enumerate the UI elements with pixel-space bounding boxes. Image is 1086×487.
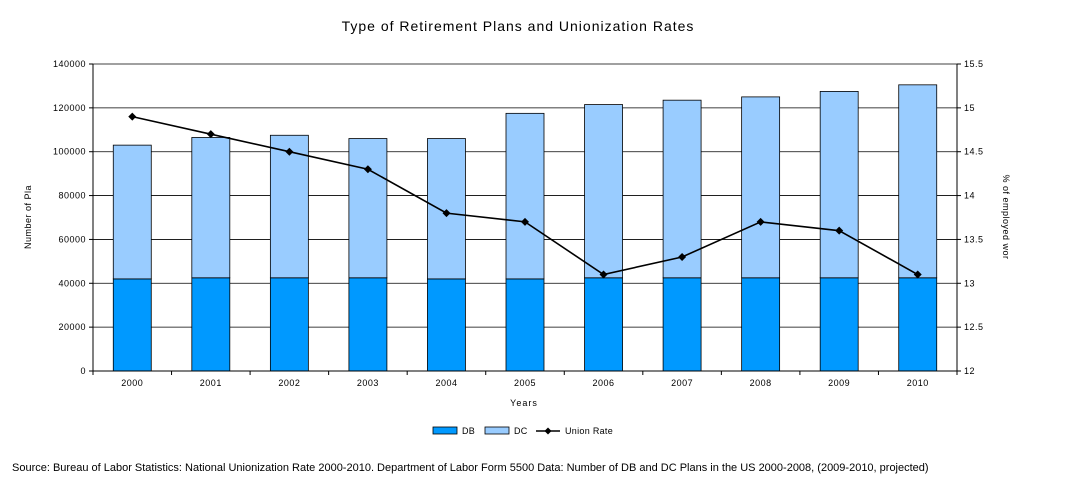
y2-tick-label: 15 <box>964 103 975 113</box>
axes: 0 20000 40000 60000 80000 100000 120000 140000 1… <box>53 59 984 388</box>
y2-tick-label: 12 <box>964 366 975 376</box>
x-tick-label: 2007 <box>671 378 693 388</box>
bar-dc <box>505 112 545 280</box>
legend-label-db: DB <box>462 426 475 436</box>
union-rate-marker <box>206 130 215 139</box>
chart-title: Type of Retirement Plans and Unionizatio… <box>342 18 695 34</box>
y-tick-label: 120000 <box>53 103 86 113</box>
y2-tick-label: 14 <box>964 191 975 201</box>
bar-db <box>819 277 859 372</box>
bar-dc <box>269 134 309 279</box>
y2-tick-label: 13 <box>964 278 975 288</box>
y2-tick-label: 12.5 <box>964 322 984 332</box>
y-tick-label: 140000 <box>53 59 86 69</box>
y2-tick-label: 15.5 <box>964 59 984 69</box>
union-rate-line <box>128 112 922 279</box>
legend: DB DC Union Rate <box>432 426 613 436</box>
bar-dc <box>348 138 388 279</box>
x-tick-label: 2003 <box>357 378 379 388</box>
y2-tick-label: 14.5 <box>964 147 984 157</box>
union-rate-marker <box>678 252 687 261</box>
union-rate-marker <box>835 226 844 235</box>
x-tick-label: 2002 <box>278 378 300 388</box>
bar-dc <box>741 96 781 279</box>
x-axis-label: Years <box>510 398 538 408</box>
legend-swatch-dc <box>484 426 510 435</box>
bar-dc <box>427 138 466 280</box>
union-rate-marker <box>913 270 922 279</box>
bar-db <box>898 277 938 372</box>
y-tick-label: 40000 <box>58 278 86 288</box>
bar-db <box>348 277 388 372</box>
x-tick-label: 2005 <box>514 378 536 388</box>
union-rate-marker <box>285 147 294 156</box>
x-tick-label: 2001 <box>200 378 222 388</box>
bar-dc <box>898 84 938 279</box>
bar-dc <box>191 137 231 279</box>
legend-label-union-rate: Union Rate <box>565 426 613 436</box>
union-rate-marker <box>442 209 451 218</box>
bar-dc <box>662 99 702 279</box>
y-tick-label: 80000 <box>58 191 86 201</box>
legend-label-dc: DC <box>514 426 528 436</box>
x-tick-label: 2000 <box>121 378 143 388</box>
source-note: Source: Bureau of Labor Statistics: Nati… <box>12 462 929 474</box>
bar-db <box>427 278 466 372</box>
x-tick-label: 2009 <box>828 378 850 388</box>
bars <box>112 84 938 372</box>
bar-dc <box>819 91 859 279</box>
union-rate-marker <box>599 270 608 279</box>
bar-db <box>584 277 623 372</box>
union-rate-marker <box>756 217 765 226</box>
x-tick-label: 2010 <box>907 378 929 388</box>
bar-dc <box>584 104 623 279</box>
x-tick-label: 2006 <box>593 378 615 388</box>
union-rate-marker <box>363 165 372 174</box>
bar-db <box>269 277 309 372</box>
bar-db <box>112 278 152 372</box>
union-rate-marker <box>521 217 529 226</box>
legend-marker-union-rate <box>544 427 552 435</box>
y-axis-label: Number of Pla <box>23 185 33 249</box>
bar-dc <box>112 144 152 280</box>
y-tick-label: 20000 <box>58 322 86 332</box>
bar-db <box>191 277 231 372</box>
legend-swatch-db <box>432 426 458 435</box>
x-tick-label: 2008 <box>750 378 772 388</box>
bar-db <box>741 277 781 372</box>
union-rate-marker <box>128 112 137 121</box>
y-tick-label: 0 <box>80 366 86 376</box>
bar-db <box>505 278 545 372</box>
y2-axis-label: % of employed wor <box>1001 174 1011 259</box>
bar-db <box>662 277 702 372</box>
y-tick-label: 100000 <box>53 147 86 157</box>
y-tick-label: 60000 <box>58 234 86 244</box>
y2-tick-label: 13.5 <box>964 234 984 244</box>
x-tick-label: 2004 <box>435 378 457 388</box>
